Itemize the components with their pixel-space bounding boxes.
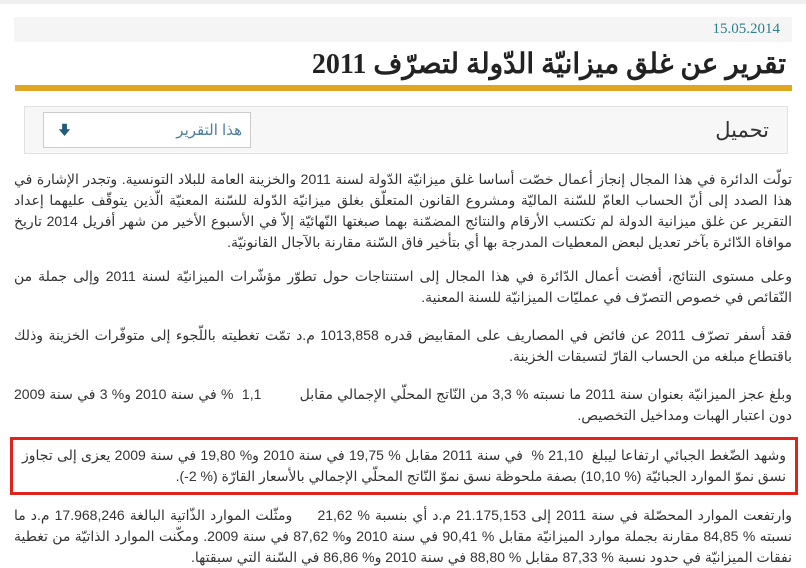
highlighted-paragraph-box: وشهد الضّغط الجبائي ارتفاعا ليبلغ 21,10 … [10,437,798,495]
paragraph-resources: وارتفعت الموارد المحصّلة في سنة 2011 إلى… [14,507,792,565]
publish-date: 15.05.2014 [712,21,781,37]
paragraph-tax-pressure: وشهد الضّغط الجبائي ارتفاعا ليبلغ 21,10 … [22,447,786,484]
paragraph-budget-deficit: وبلغ عجز الميزانيّة بعنوان سنة 2011 ما ن… [14,386,792,423]
article-page: 15.05.2014 تقرير عن غلق ميزانيّة الدّولة… [0,17,806,568]
download-button-label: هذا التقرير [176,122,242,139]
download-panel: تحميل هذا التقرير [24,106,788,154]
paragraph-results: وعلى مستوى النتائج، أفضت أعمال الدّائرة … [14,268,792,305]
download-report-button[interactable]: هذا التقرير [43,112,251,148]
accent-rule [15,85,792,91]
paragraph-intro: تولّت الدائرة في هذا المجال إنجاز أعمال … [14,171,793,250]
paragraph-deficit-coverage: فقد أسفر تصرّف 2011 عن فائض في المصاريف … [14,327,792,364]
top-border-strip [0,0,806,4]
download-section-label: تحميل [715,118,769,142]
page-title: تقرير عن غلق ميزانيّة الدّولة لتصرّف 201… [311,49,786,80]
download-arrow-icon [58,123,71,137]
date-bar: 15.05.2014 [14,17,792,42]
